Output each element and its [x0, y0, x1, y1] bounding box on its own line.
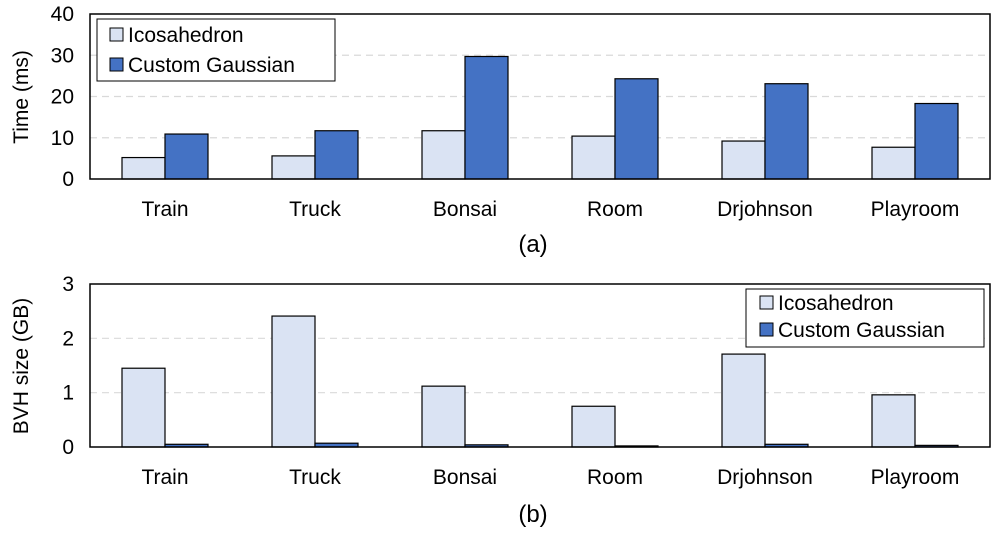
chart-a-category-train: Train [141, 198, 188, 221]
chart-b-category-truck: Truck [289, 466, 341, 489]
chart-a-y-axis-label: Time (ms) [10, 50, 33, 144]
chart-a-bar-custom-gaussian-room [614, 78, 659, 180]
chart-b-legend-label-custom-gaussian: Custom Gaussian [778, 319, 945, 342]
chart-b-legend-swatch-icosahedron [759, 295, 774, 310]
chart-a-category-bonsai: Bonsai [433, 198, 497, 221]
chart-a-y-tick-40: 40 [51, 3, 74, 26]
chart-b-category-train: Train [141, 466, 188, 489]
chart-a-y-tick-30: 30 [51, 44, 74, 67]
chart-a-legend: Icosahedron Custom Gaussian [96, 18, 336, 82]
chart-a-legend-box [96, 18, 336, 82]
chart-b-plot-frame [89, 283, 991, 448]
chart-b-bar-icosahedron-bonsai [421, 385, 466, 448]
chart-b-bar-icosahedron-playroom [871, 394, 916, 448]
chart-b-legend-label-icosahedron: Icosahedron [778, 292, 894, 315]
chart-b-bar-icosahedron-truck [271, 315, 316, 448]
chart-a-legend-label-custom-gaussian: Custom Gaussian [128, 54, 295, 77]
chart-a-bar-icosahedron-room [571, 135, 616, 180]
chart-a-legend-label-icosahedron: Icosahedron [128, 24, 244, 47]
chart-b-category-room: Room [587, 466, 643, 489]
chart-a-legend-swatch-custom-gaussian [109, 57, 124, 72]
chart-b-y-ticks: 0 1 2 3 [62, 273, 74, 459]
chart-a-y-tick-0: 0 [62, 168, 74, 191]
chart-a-bar-icosahedron-playroom [871, 146, 916, 180]
chart-a-caption: (a) [518, 231, 547, 258]
chart-a-bar-custom-gaussian-drjohnson [764, 83, 809, 180]
chart-b-bar-icosahedron-room [571, 405, 616, 448]
chart-b-y-tick-3: 3 [62, 273, 74, 296]
chart-a-legend-swatch-icosahedron [109, 27, 124, 42]
chart-b-legend-swatch-custom-gaussian [759, 322, 774, 337]
chart-b-bar-icosahedron-drjohnson [721, 353, 766, 448]
chart-b-y-tick-2: 2 [62, 327, 74, 350]
chart-a-bar-icosahedron-bonsai [421, 130, 466, 180]
chart-b-y-tick-1: 1 [62, 382, 74, 405]
chart-a-plot-frame [89, 13, 991, 180]
chart-a-bar-custom-gaussian-train [164, 133, 209, 180]
chart-b-y-axis-label: BVH size (GB) [10, 298, 33, 435]
chart-b-category-playroom: Playroom [871, 466, 960, 489]
chart-a-category-truck: Truck [289, 198, 341, 221]
chart-b-legend-box [745, 288, 985, 348]
chart-a-bar-icosahedron-train [121, 156, 166, 180]
chart-a-y-tick-20: 20 [51, 86, 74, 109]
chart-a-category-room: Room [587, 198, 643, 221]
chart-b-x-categories: Train Truck Bonsai Room Drjohnson Playroom [141, 466, 959, 489]
chart-b-bvh-size: 0 1 2 3 Train Truck Bonsai Room Drjohnson Playro… [10, 273, 991, 528]
chart-b-legend: Icosahedron Custom Gaussian [745, 288, 985, 348]
chart-b-bar-icosahedron-train [121, 367, 166, 448]
chart-a-category-drjohnson: Drjohnson [717, 198, 813, 221]
chart-a-y-tick-10: 10 [51, 127, 74, 150]
chart-b-category-bonsai: Bonsai [433, 466, 497, 489]
chart-a-bar-custom-gaussian-playroom [914, 102, 959, 180]
chart-a-bar-custom-gaussian-bonsai [464, 55, 509, 180]
chart-b-y-tick-0: 0 [62, 436, 74, 459]
chart-a-x-categories: Train Truck Bonsai Room Drjohnson Playroom [141, 198, 959, 221]
chart-a-category-playroom: Playroom [871, 198, 960, 221]
chart-a-bar-icosahedron-drjohnson [721, 140, 766, 180]
chart-b-bars [121, 315, 959, 448]
chart-b-category-drjohnson: Drjohnson [717, 466, 813, 489]
chart-b-caption: (b) [518, 501, 547, 528]
chart-a-bars [121, 55, 959, 180]
chart-a-bar-custom-gaussian-truck [314, 130, 359, 180]
chart-a-time: 0 10 20 30 40 Train Truck Bonsai Room Drjohnson P… [10, 3, 991, 258]
chart-a-bar-icosahedron-truck [271, 155, 316, 180]
chart-a-y-ticks: 0 10 20 30 40 [51, 3, 74, 191]
